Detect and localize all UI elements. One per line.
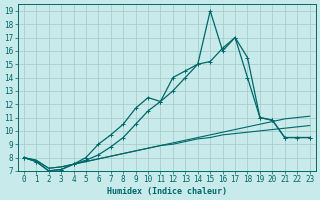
X-axis label: Humidex (Indice chaleur): Humidex (Indice chaleur): [107, 187, 227, 196]
